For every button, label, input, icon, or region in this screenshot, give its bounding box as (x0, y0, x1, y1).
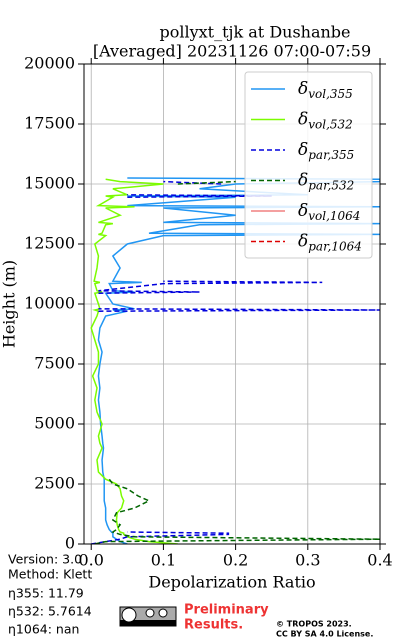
preliminary: Preliminary (184, 603, 269, 618)
profile-line (94, 180, 380, 544)
version: Version: 3.0 (8, 552, 82, 567)
y-tick-label: 5000 (34, 414, 75, 433)
y-tick-label: 7500 (34, 354, 75, 373)
method: Method: Klett (8, 567, 92, 582)
x-axis-label: Depolarization Ratio (148, 573, 315, 592)
x-tick-label: 0.0 (78, 551, 103, 570)
profile-line (91, 180, 380, 544)
y-tick-label: 20000 (24, 54, 75, 73)
eta-532: η532: 5.7614 (8, 604, 92, 619)
chart-title: pollyxt_tjk at Dushanbe (159, 23, 350, 42)
copyright: CC BY SA 4.0 License. (276, 630, 373, 639)
legend-label: δvol,355 (298, 79, 353, 101)
y-tick-label: 12500 (24, 234, 75, 253)
eta-1064: η1064: nan (8, 622, 79, 637)
legend-label: δpar,532 (298, 170, 354, 192)
x-tick-label: 0.4 (367, 551, 392, 570)
profile-line (90, 178, 178, 544)
plot-frame (83, 63, 381, 545)
legend-label: δpar,1064 (298, 231, 362, 253)
chart-subtitle: [Averaged] 20231126 07:00-07:59 (93, 42, 371, 61)
profile-line (97, 177, 380, 544)
preliminary: Results. (184, 618, 243, 633)
x-tick-label: 0.1 (151, 551, 176, 570)
cc-logo (119, 606, 177, 627)
y-tick-label: 2500 (34, 474, 75, 493)
copyright: © TROPOS 2023. (276, 620, 352, 629)
y-axis-label: Height (m) (0, 260, 19, 348)
y-tick-label: 0 (65, 534, 75, 553)
eta-355: η355: 11.79 (8, 586, 84, 601)
legend-label: δpar,355 (298, 140, 354, 162)
legend-label: δvol,1064 (298, 201, 360, 223)
y-tick-label: 15000 (24, 174, 75, 193)
y-tick-label: 10000 (24, 294, 75, 313)
x-tick-label: 0.3 (295, 551, 320, 570)
legend-label: δvol,532 (298, 109, 353, 131)
x-tick-label: 0.2 (223, 551, 248, 570)
y-tick-label: 17500 (24, 114, 75, 133)
